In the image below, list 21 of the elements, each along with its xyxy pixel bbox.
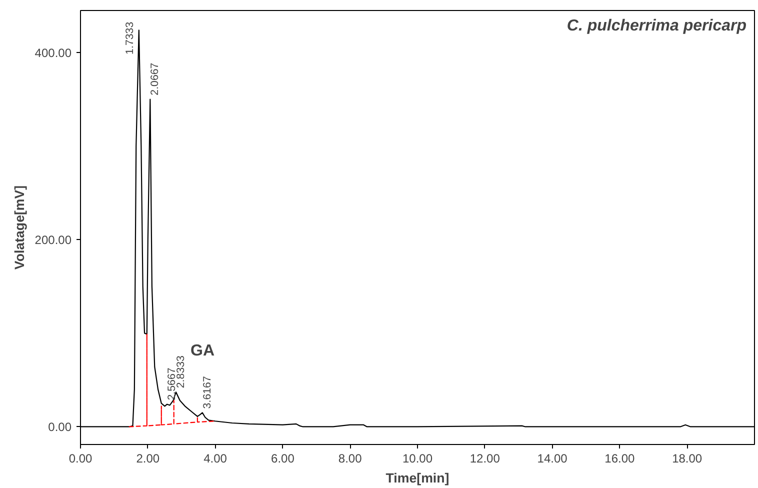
y-tick-label: 200.00 — [34, 233, 72, 248]
y-tick-label: 400.00 — [34, 46, 72, 60]
x-tick-label: 2.00 — [136, 452, 160, 466]
x-tick-label: 8.00 — [338, 452, 362, 466]
x-tick-label: 6.00 — [271, 452, 295, 466]
x-axis-title: Time[min] — [386, 470, 450, 486]
x-tick-label: 18.00 — [672, 452, 702, 466]
line-series — [128, 334, 216, 428]
x-tick-label: 10.00 — [402, 452, 433, 466]
x-tick-label: 16.00 — [604, 452, 636, 466]
annotation: 1.7333 — [124, 22, 136, 54]
annotation: 3.6167 — [201, 376, 214, 409]
x-tick-label: 4.00 — [204, 452, 228, 466]
annotation: 2.0667 — [149, 62, 162, 96]
x-tick-label: 0.00 — [68, 452, 93, 466]
chart-title: C. pulcherrima pericarp — [566, 18, 747, 34]
x-tick-label: 14.00 — [537, 452, 568, 466]
annotation: GA — [190, 342, 215, 360]
x-tick-label: 12.00 — [470, 452, 500, 466]
y-tick-label: 0.00 — [48, 420, 72, 434]
y-axis-title: Volatage[mV] — [12, 185, 27, 270]
